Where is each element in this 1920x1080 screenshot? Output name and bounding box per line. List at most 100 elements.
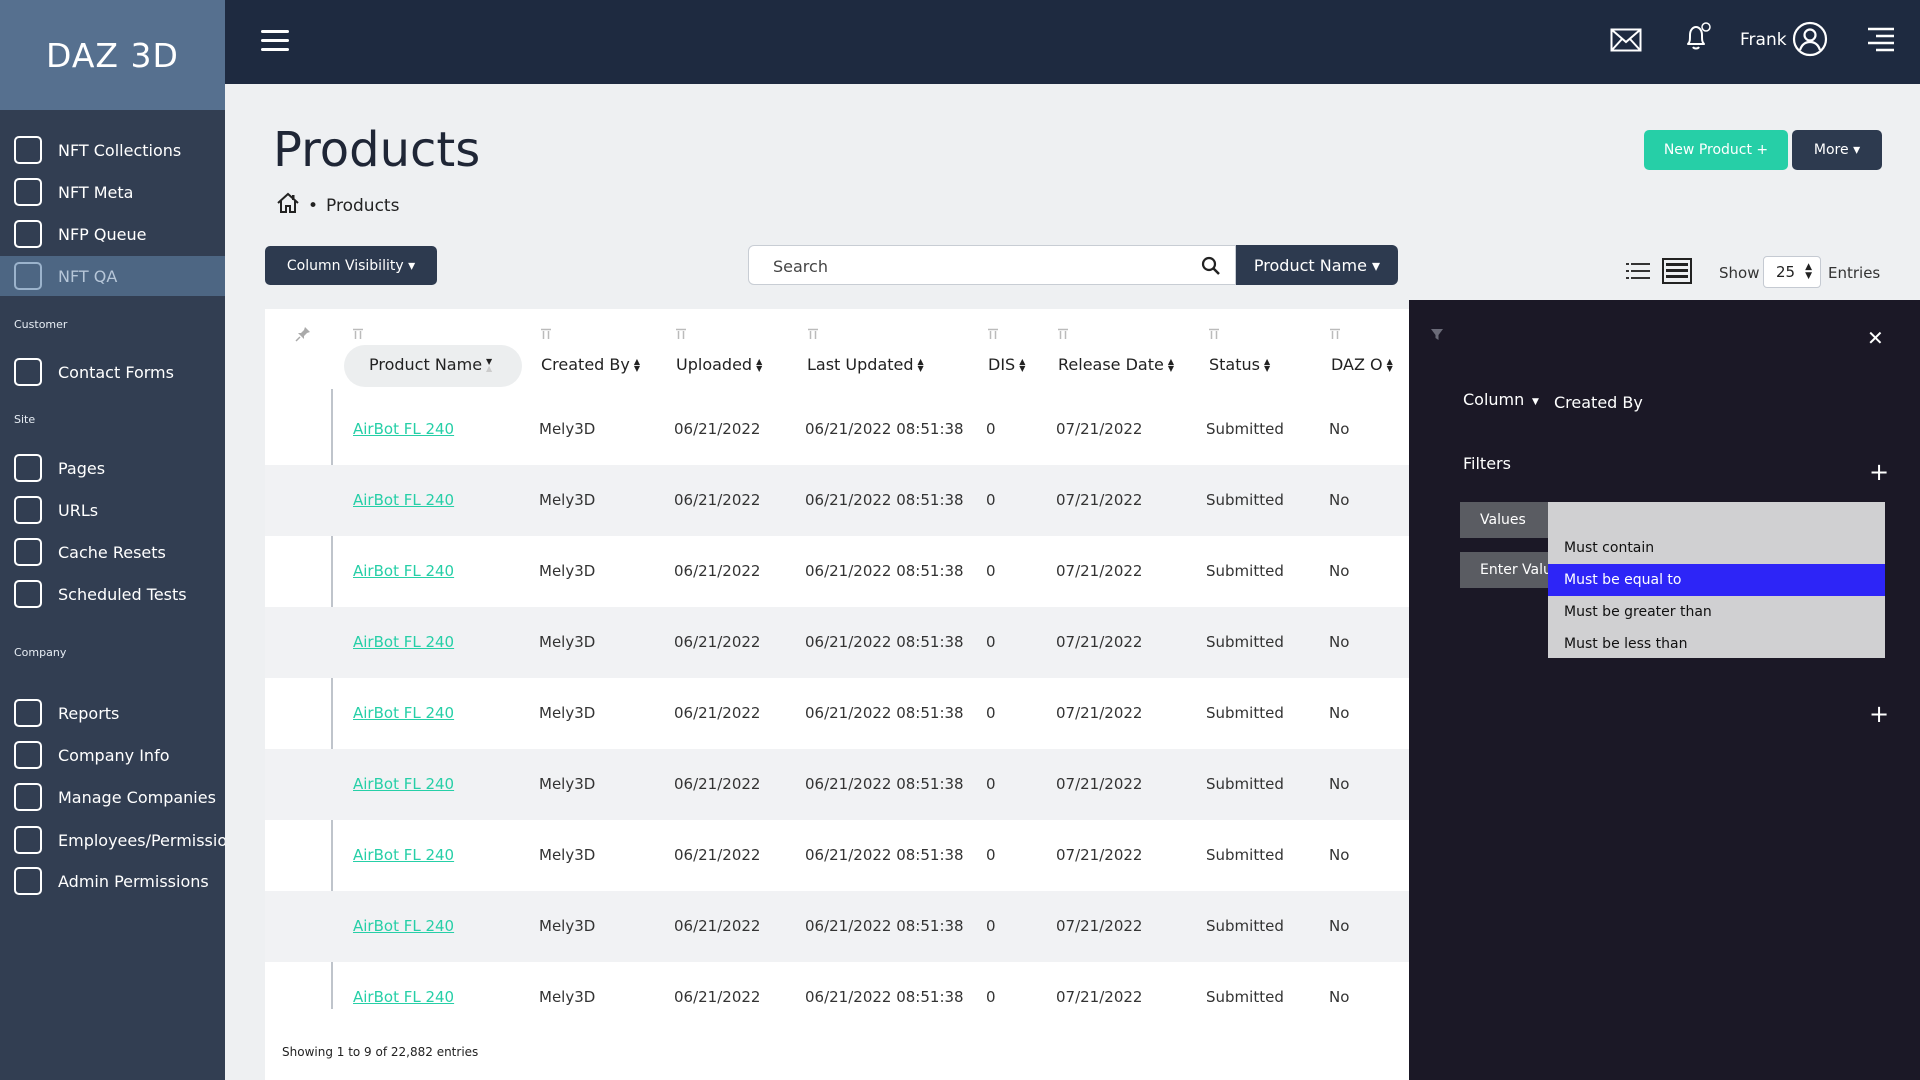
column-header-created-by[interactable]: Created By ▲ ▼ (541, 355, 641, 374)
menu-toggle-icon[interactable] (261, 30, 289, 52)
username[interactable]: Frank (1740, 30, 1787, 50)
table-cell: No (1329, 988, 1350, 1006)
drag-handle-icon[interactable] (1329, 325, 1341, 339)
enter-value-field[interactable]: Enter Value (1460, 552, 1556, 588)
drag-handle-icon[interactable] (352, 325, 364, 339)
condition-option[interactable]: Must be greater than (1564, 604, 1712, 620)
search-field-dropdown[interactable]: Product Name ▾ (1236, 245, 1398, 285)
sidebar-item-employees-permissions[interactable]: Employees/Permissions (0, 820, 225, 860)
checkbox-icon (14, 783, 42, 811)
product-link[interactable]: AirBot FL 240 (353, 846, 455, 864)
sidebar-item-label: Contact Forms (58, 362, 174, 382)
pin-icon[interactable] (295, 326, 311, 346)
table-cell: 06/21/2022 (674, 491, 761, 509)
product-link[interactable]: AirBot FL 240 (353, 633, 455, 651)
table-cell: 06/21/2022 (674, 846, 761, 864)
checkbox-icon (14, 867, 42, 895)
table-cell: Submitted (1206, 846, 1284, 864)
table-cell: No (1329, 775, 1350, 793)
breadcrumb-current: Products (326, 195, 400, 216)
new-product-button[interactable]: New Product + (1644, 130, 1788, 170)
mail-icon[interactable] (1610, 28, 1642, 56)
checkbox-icon (14, 262, 42, 290)
table-cell: No (1329, 846, 1350, 864)
list-view-icon[interactable] (1626, 262, 1650, 284)
drag-handle-icon[interactable] (987, 325, 999, 339)
table-cell: Mely3D (539, 704, 596, 722)
sidebar-item-scheduled-tests[interactable]: Scheduled Tests (0, 574, 225, 614)
add-condition-icon[interactable]: + (1869, 700, 1890, 728)
column-header-daz-o[interactable]: DAZ O ▲ ▼ (1331, 355, 1393, 374)
table-cell: 06/21/2022 08:51:38 (805, 775, 964, 793)
sidebar-item-pages[interactable]: Pages (0, 448, 225, 488)
drag-handle-icon[interactable] (540, 325, 552, 339)
entries-per-page-select[interactable]: 25 ▲ ▼ (1763, 256, 1821, 288)
sidebar-item-label: Pages (58, 458, 106, 478)
menu-icon[interactable] (1867, 26, 1895, 58)
column-header-uploaded[interactable]: Uploaded ▲ ▼ (676, 355, 763, 374)
product-link[interactable]: AirBot FL 240 (353, 775, 455, 793)
column-header-last-updated[interactable]: Last Updated ▲ ▼ (807, 355, 924, 374)
product-link[interactable]: AirBot FL 240 (353, 988, 455, 1006)
column-header-dis[interactable]: DIS ▲ ▼ (988, 355, 1026, 374)
checkbox-icon (14, 699, 42, 727)
table-cell: 0 (986, 846, 996, 864)
column-header-product-name[interactable]: Product Name ▼ ▲ (369, 355, 493, 374)
drag-handle-icon[interactable] (1057, 325, 1069, 339)
checkbox-icon (14, 580, 42, 608)
condition-option[interactable]: Must contain (1564, 540, 1655, 556)
more-button[interactable]: More ▾ (1792, 130, 1882, 170)
drag-handle-icon[interactable] (807, 325, 819, 339)
brand-logo[interactable]: DAZ 3D (0, 0, 225, 110)
sidebar-item-label: Manage Companies (58, 787, 216, 807)
sidebar-item-cache-resets[interactable]: Cache Resets (0, 532, 225, 572)
checkbox-icon (14, 454, 42, 482)
product-link[interactable]: AirBot FL 240 (353, 562, 455, 580)
sidebar-item-nft-collections[interactable]: NFT Collections (0, 130, 225, 170)
table-cell: 06/21/2022 (674, 988, 761, 1006)
user-avatar-icon[interactable] (1792, 21, 1828, 61)
product-link[interactable]: AirBot FL 240 (353, 704, 455, 722)
drag-handle-icon[interactable] (1208, 325, 1220, 339)
sidebar-item-manage-companies[interactable]: Manage Companies (0, 777, 225, 817)
table-view-icon[interactable] (1662, 258, 1692, 288)
product-link[interactable]: AirBot FL 240 (353, 420, 455, 438)
column-visibility-button[interactable]: Column Visibility ▾ (265, 246, 437, 285)
checkbox-icon (14, 136, 42, 164)
chevron-down-icon[interactable]: ▼ (1532, 397, 1539, 407)
bell-icon[interactable] (1680, 20, 1714, 58)
topbar: Frank (225, 0, 1920, 84)
sidebar-item-nft-qa[interactable]: NFT QA (0, 256, 225, 296)
search-input[interactable] (773, 255, 1183, 277)
column-header-status[interactable]: Status ▲ ▼ (1209, 355, 1271, 374)
sidebar-item-contact-forms[interactable]: Contact Forms (0, 352, 225, 392)
condition-option[interactable]: Must be less than (1564, 636, 1688, 652)
table-cell: Submitted (1206, 775, 1284, 793)
sort-icon: ▲ ▼ (756, 356, 763, 373)
sidebar-item-reports[interactable]: Reports (0, 693, 225, 733)
sidebar-item-nft-meta[interactable]: NFT Meta (0, 172, 225, 212)
checkbox-icon (14, 178, 42, 206)
product-link[interactable]: AirBot FL 240 (353, 917, 455, 935)
section-title-site: Site (14, 413, 36, 426)
sidebar-item-urls[interactable]: URLs (0, 490, 225, 530)
values-select[interactable]: Values (1460, 502, 1550, 538)
table-cell: Mely3D (539, 491, 596, 509)
add-filter-icon[interactable]: + (1869, 458, 1890, 486)
search-icon[interactable] (1201, 256, 1221, 280)
column-select-value[interactable]: Created By (1554, 393, 1643, 412)
table-cell: 06/21/2022 (674, 420, 761, 438)
sidebar-item-company-info[interactable]: Company Info (0, 735, 225, 775)
table-cell: Mely3D (539, 420, 596, 438)
sidebar-item-nfp-queue[interactable]: NFP Queue (0, 214, 225, 254)
product-link[interactable]: AirBot FL 240 (353, 491, 455, 509)
home-icon[interactable] (276, 192, 300, 219)
drag-handle-icon[interactable] (675, 325, 687, 339)
close-icon[interactable]: ✕ (1867, 326, 1884, 350)
table-cell: 06/21/2022 (674, 917, 761, 935)
sidebar-item-admin-permissions[interactable]: Admin Permissions (0, 861, 225, 901)
table-cell: Mely3D (539, 846, 596, 864)
column-select-label[interactable]: Column (1463, 390, 1525, 409)
condition-option[interactable]: Must be equal to (1548, 564, 1885, 596)
column-header-release-date[interactable]: Release Date ▲ ▼ (1058, 355, 1174, 374)
